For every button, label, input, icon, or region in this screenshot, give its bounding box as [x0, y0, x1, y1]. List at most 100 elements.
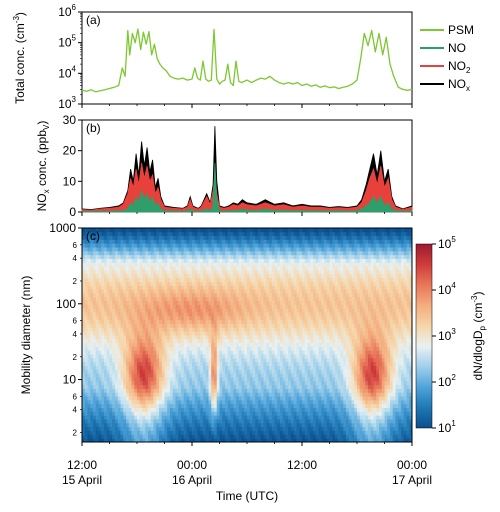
heatmap-cell [252, 342, 256, 347]
heatmap-cell [285, 407, 289, 412]
heatmap-cell [142, 300, 146, 305]
heatmap-cell [104, 419, 108, 424]
heatmap-cell [233, 228, 237, 233]
heatmap-cell [274, 335, 278, 340]
heatmap-cell [216, 315, 220, 321]
heatmap-cell [109, 430, 113, 435]
heatmap-cell [236, 262, 240, 267]
heatmap-cell [293, 392, 297, 397]
heatmap-cell [238, 392, 242, 397]
heatmap-cell [318, 399, 322, 405]
heatmap-cell [302, 243, 306, 248]
heatmap-cell [123, 250, 127, 256]
heatmap-cell [304, 304, 308, 309]
heatmap-cell [291, 380, 295, 386]
heatmap-cell [87, 228, 91, 233]
heatmap-cell [128, 388, 132, 393]
heatmap-cell [95, 300, 99, 305]
heatmap-cell [313, 426, 317, 431]
heatmap-cell [115, 365, 119, 370]
heatmap-cell [167, 407, 171, 412]
heatmap-cell [310, 308, 314, 313]
heatmap-cell [288, 250, 292, 256]
heatmap-cell [170, 373, 174, 378]
heatmap-cell [214, 277, 218, 282]
heatmap-cell [310, 281, 314, 286]
heatmap-cell [208, 426, 212, 431]
heatmap-cell [183, 430, 187, 435]
heatmap-cell [200, 369, 204, 374]
heatmap-cell [156, 300, 160, 305]
heatmap-cell [153, 228, 157, 233]
heatmap-cell [282, 346, 286, 351]
heatmap-cell [260, 350, 264, 355]
heatmap-cell [263, 388, 267, 393]
heatmap-cell [304, 312, 308, 317]
heatmap-cell [120, 296, 124, 302]
heatmap-cell [233, 258, 237, 263]
heatmap-cell [321, 419, 325, 424]
heatmap-cell [139, 422, 143, 428]
heatmap-cell [98, 369, 102, 374]
heatmap-cell [156, 399, 160, 405]
heatmap-cell [134, 434, 138, 439]
heatmap-cell [93, 357, 97, 363]
heatmap-cell [244, 365, 248, 370]
heatmap-cell [216, 243, 220, 248]
heatmap-cell [247, 357, 251, 363]
heatmap-cell [252, 281, 256, 286]
heatmap-cell [313, 354, 317, 359]
heatmap-cell [310, 231, 314, 237]
heatmap-cell [181, 327, 185, 332]
heatmap-cell [304, 277, 308, 282]
heatmap-cell [192, 239, 196, 244]
heatmap-cell [139, 419, 143, 424]
heatmap-cell [214, 399, 218, 405]
heatmap-cell [150, 346, 154, 351]
heatmap-cell [139, 315, 143, 321]
heatmap-cell [247, 300, 251, 305]
heatmap-cell [175, 392, 179, 397]
heatmap-cell [216, 228, 220, 233]
heatmap-cell [291, 285, 295, 290]
heatmap-cell [260, 300, 264, 305]
heatmap-cell [131, 354, 135, 359]
heatmap-cell [274, 247, 278, 252]
heatmap-cell [222, 430, 226, 435]
heatmap-cell [167, 365, 171, 370]
heatmap-cell [186, 369, 190, 374]
heatmap-cell [216, 270, 220, 275]
heatmap-cell [181, 419, 185, 424]
heatmap-cell [252, 258, 256, 263]
heatmap-cell [307, 331, 311, 336]
heatmap-cell [244, 228, 248, 233]
heatmap-cell [282, 388, 286, 393]
heatmap-cell [145, 346, 149, 351]
heatmap-cell [194, 243, 198, 248]
heatmap-cell [93, 392, 97, 397]
heatmap-cell [194, 247, 198, 252]
heatmap-cell [291, 266, 295, 271]
heatmap-cell [131, 407, 135, 412]
heatmap-cell [192, 300, 196, 305]
heatmap-cell [304, 338, 308, 344]
heatmap-cell [148, 403, 152, 409]
heatmap-cell [274, 369, 278, 374]
heatmap-cell [161, 239, 165, 244]
heatmap-cell [310, 335, 314, 340]
heatmap-cell [266, 350, 270, 355]
heatmap-cell [299, 296, 303, 302]
heatmap-cell [318, 308, 322, 313]
heatmap-cell [304, 266, 308, 271]
heatmap-cell [252, 231, 256, 237]
heatmap-cell [87, 319, 91, 324]
heatmap-cell [211, 399, 215, 405]
heatmap-cell [90, 419, 94, 424]
heatmap-cell [222, 411, 226, 416]
heatmap-cell [244, 285, 248, 290]
heatmap-cell [150, 430, 154, 435]
heatmap-cell [90, 258, 94, 263]
heatmap-cell [252, 399, 256, 405]
heatmap-cell [128, 292, 132, 298]
heatmap-cell [126, 354, 130, 359]
